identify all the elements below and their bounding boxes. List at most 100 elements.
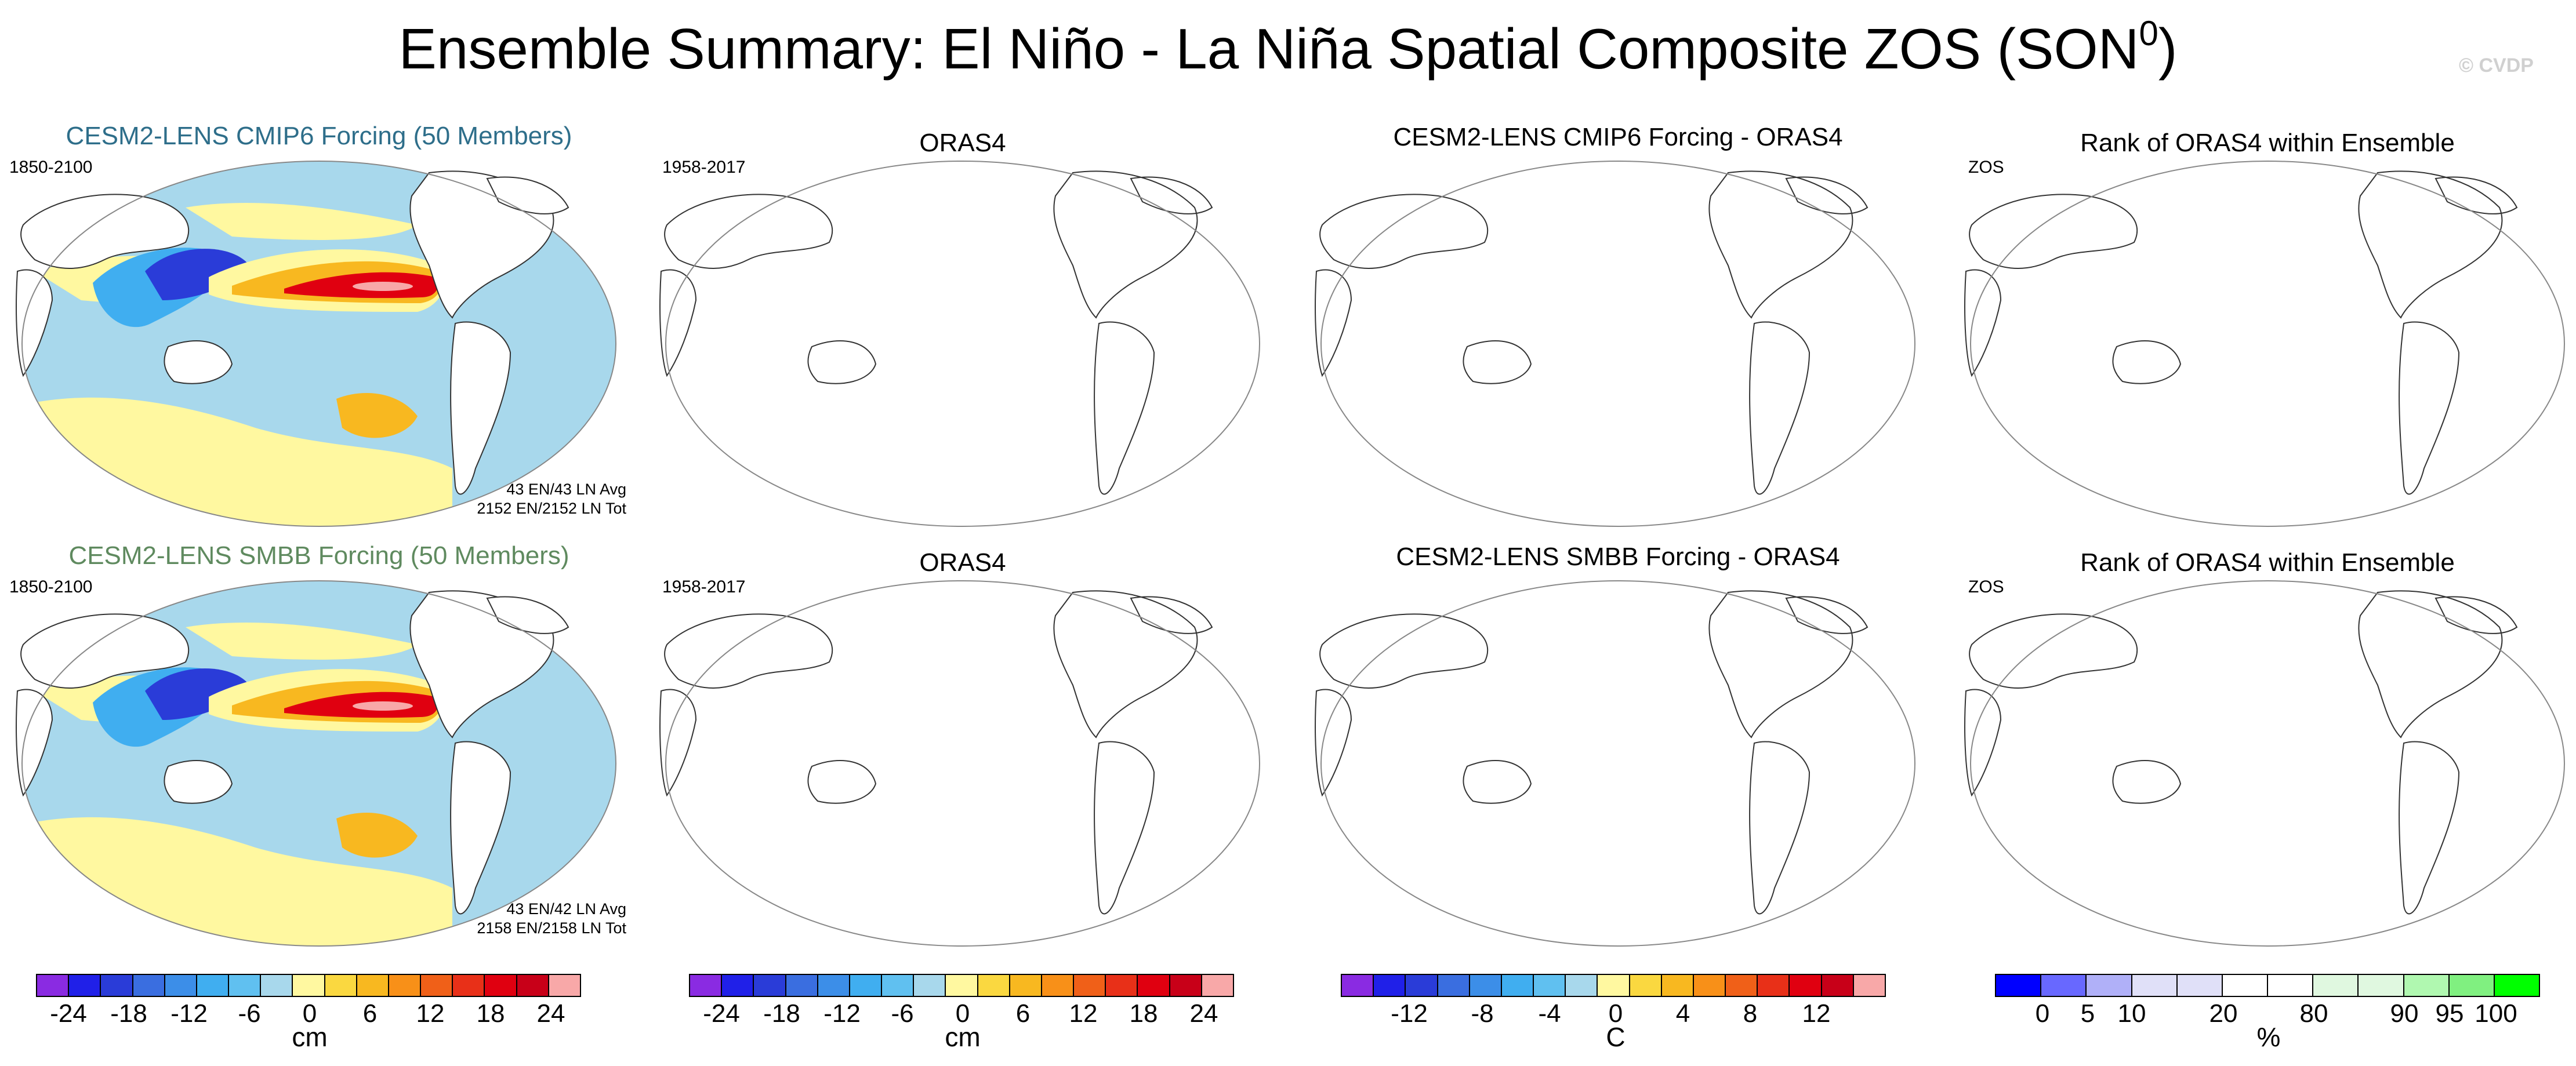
colorbar-swatch [2041,975,2087,996]
colorbar-rank-tick: 80 [2299,999,2328,1028]
colorbar-swatch [133,975,165,996]
colorbar-obs-tick: -12 [823,999,861,1028]
obs-years-1: 1958-2017 [662,158,746,177]
colorbar-swatch [946,975,978,996]
colorbar-ensemble-tick: -6 [238,999,261,1028]
colorbar-obs-tick: -6 [891,999,914,1028]
colorbar-ensemble-tick: -12 [170,999,208,1028]
colorbar-swatch [1853,975,1885,996]
colorbar-swatch [850,975,883,996]
cvdp-watermark: © CVDP [2459,54,2534,77]
colorbar-swatch [1406,975,1438,996]
north-pacific-positive-anomaly [186,622,418,660]
south-pacific-positive-core [336,813,418,858]
map-outline [1320,161,1915,527]
obs-map-2 [659,580,1260,947]
colorbar-diff [1341,974,1886,997]
colorbar-rank [1995,974,2540,997]
north-pacific-positive-anomaly [186,202,418,240]
colorbar-diff-tick: 0 [1608,999,1623,1028]
colorbar-swatch [1534,975,1566,996]
colorbar-swatch [261,975,293,996]
ensemble-map-1 [16,161,616,527]
ensemble-panel-title-2: CESM2-LENS SMBB Forcing (50 Members) [68,541,569,570]
south-pacific-positive-core [336,393,418,438]
west-pacific-negative-core [145,249,249,300]
ensemble-panel-title-1: CESM2-LENS CMIP6 Forcing (50 Members) [66,122,572,150]
colorbar-diff-tick: 12 [1802,999,1831,1028]
continents [16,590,569,915]
colorbar-obs-tick: 6 [1015,999,1031,1028]
continents-outline [1964,590,2518,915]
stats-tot-2: 2158 EN/2158 LN Tot [477,919,626,937]
colorbar-ensemble-tick: 6 [362,999,378,1028]
colorbar-diff-tick: -4 [1538,999,1561,1028]
continents-outline [659,170,1213,495]
continents-outline [1964,170,2518,495]
obs-map-1 [659,161,1260,527]
stats-avg-1: 43 EN/43 LN Avg [506,481,626,498]
colorbar-obs [689,974,1234,997]
colorbar-obs-tick: 18 [1129,999,1158,1028]
ensemble-stats-2: 43 EN/42 LN Avg 2158 EN/2158 LN Tot [360,900,626,938]
colorbar-diff-tick: -8 [1471,999,1494,1028]
map-outline [665,580,1260,947]
colorbar-swatch [2313,975,2359,996]
colorbar-ensemble-tick: 12 [416,999,445,1028]
colorbar-swatch [2494,975,2539,996]
colorbar-ensemble-tick: 0 [302,999,317,1028]
colorbar-swatch [101,975,133,996]
colorbar-rank-tick: 5 [2080,999,2095,1028]
colorbar-swatch [1470,975,1502,996]
colorbar-swatch [690,975,723,996]
map-outline [21,161,616,527]
equatorial-pacific-peak [353,701,413,711]
colorbar-swatch [1693,975,1726,996]
continents-outline [659,590,1213,915]
colorbar-swatch [517,975,549,996]
map-outline [665,161,1260,527]
colorbar-ensemble-tick: -18 [110,999,147,1028]
rank-var-2: ZOS [1968,577,2004,596]
colorbar-swatch [197,975,230,996]
colorbar-swatch [978,975,1010,996]
obs-panel-title-1: ORAS4 [919,129,1006,157]
colorbar-swatch [1438,975,1470,996]
colorbar-rank-unit: % [2256,1022,2281,1052]
stats-avg-2: 43 EN/42 LN Avg [506,900,626,918]
colorbar-rank-tick: 95 [2435,999,2464,1028]
colorbar-swatch [754,975,786,996]
colorbar-rank-tick: 90 [2390,999,2419,1028]
rank-var-1: ZOS [1968,158,2004,177]
continents-outline [1315,170,1868,495]
colorbar-rank-tick: 10 [2117,999,2146,1028]
diff-map-1 [1315,161,1915,527]
colorbar-swatch [914,975,946,996]
colorbar-swatch [1074,975,1106,996]
colorbar-swatch [1661,975,1694,996]
colorbar-swatch [1996,975,2042,996]
colorbar-swatch [1566,975,1598,996]
colorbar-diff-tick: 4 [1675,999,1690,1028]
colorbar-rank-tick: 20 [2209,999,2238,1028]
ensemble-map-2 [16,580,616,947]
rank-map-1 [1964,161,2565,527]
asia [20,194,190,269]
colorbar-swatch [882,975,915,996]
colorbar-swatch [1598,975,1630,996]
colorbar-obs-tick: -24 [703,999,740,1028]
colorbar-swatch [2177,975,2223,996]
colorbar-obs-unit: cm [945,1022,981,1052]
colorbar-obs-tick: -18 [763,999,800,1028]
colorbar-swatch [1630,975,1662,996]
diff-panel-title-2: CESM2-LENS SMBB Forcing - ORAS4 [1396,543,1840,571]
colorbar-swatch [786,975,818,996]
colorbar-swatch [1501,975,1534,996]
south-america [450,321,511,495]
colorbar-obs-tick: 24 [1189,999,1218,1028]
ensemble-stats-1: 43 EN/43 LN Avg 2152 EN/2152 LN Tot [360,480,626,518]
rank-panel-title-2: Rank of ORAS4 within Ensemble [2080,548,2455,577]
equatorial-pacific-peak [353,282,413,291]
colorbar-diff-tick: -12 [1391,999,1428,1028]
continents-outline [1315,590,1868,915]
